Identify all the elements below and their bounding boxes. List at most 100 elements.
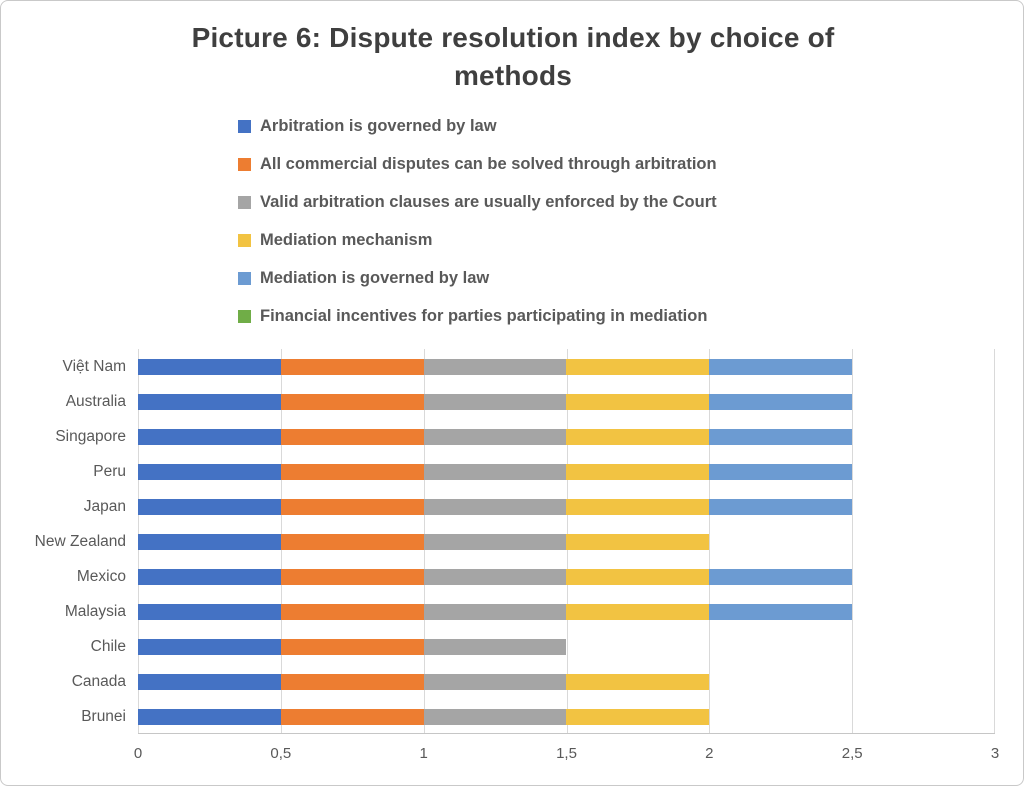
bar-segment [566,708,710,725]
bar-segment [566,358,710,375]
y-axis-label: Japan [83,498,126,515]
bar-segment [423,533,567,550]
bar-segment [423,498,567,515]
y-axis: Việt Nam Australia Singapore Peru Japan New Z… [1,349,126,734]
y-axis-label: Brunei [81,708,126,725]
bar-segment [138,428,281,445]
legend-swatch-icon [238,195,251,209]
bar-segment [709,603,853,620]
bar-segment [566,393,710,410]
y-axis-label: Malaysia [64,603,126,620]
legend-label: Financial incentives for parties partici… [260,306,708,325]
bar-row [138,463,995,480]
bar-segment [138,708,281,725]
bar-segment [138,463,281,480]
bar-segment [138,533,281,550]
legend-label: Valid arbitration clauses are usually en… [260,192,717,211]
bar-segment [566,603,710,620]
bar-segment [566,533,710,550]
gridline [709,349,711,733]
plot-area [138,349,995,734]
chart-title: Picture 6: Dispute resolution index by c… [191,22,835,91]
legend-item: All commercial disputes can be solved th… [238,152,717,176]
y-axis-label: New Zealand [34,533,126,550]
bar-row [138,638,995,655]
bar-segment [709,428,853,445]
bar-segment [709,568,853,585]
bar-segment [423,428,567,445]
legend-label: Arbitration is governed by law [260,116,497,135]
x-axis-label: 3 [990,745,1000,762]
bar-row [138,603,995,620]
x-axis-label: 0,5 [270,745,292,762]
legend-swatch-icon [238,157,251,171]
legend-swatch-icon [238,271,251,285]
bar-segment [423,568,567,585]
legend-item: Mediation mechanism [238,228,717,252]
x-axis-label: 2,5 [841,745,863,762]
bar-segment [280,358,424,375]
bar-segment [138,568,281,585]
y-axis-label: Australia [65,393,126,410]
y-axis-label: Singapore [55,428,126,445]
bar-segment [423,603,567,620]
bar-segment [709,498,853,515]
x-axis-label: 2 [705,745,714,762]
legend-swatch-icon [238,119,251,133]
bar-segment [280,498,424,515]
bar-segment [280,603,424,620]
bar-segment [566,428,710,445]
bar-segment [566,673,710,690]
x-axis: 0 0,5 1 1,5 2 2,5 3 [1,745,1023,769]
bar-row [138,498,995,515]
y-axis-label: Mexico [76,568,126,585]
bar-segment [566,463,710,480]
bar-row [138,393,995,410]
gridline [852,349,854,733]
bar-row [138,708,995,725]
bar-segment [138,393,281,410]
bar-row [138,568,995,585]
legend-item: Financial incentives for parties partici… [238,304,717,328]
bar-segment [423,393,567,410]
y-axis-label: Canada [71,673,126,690]
x-axis-label: 1 [419,745,428,762]
bar-segment [280,533,424,550]
bar-segment [138,638,281,655]
bar-segment [280,638,424,655]
bar-segment [138,603,281,620]
legend-item: Mediation is governed by law [238,266,717,290]
legend-label: All commercial disputes can be solved th… [260,154,717,173]
y-axis-label: Việt Nam [62,358,126,375]
bar-segment [138,673,281,690]
gridline [994,349,995,733]
bar-segment [423,673,567,690]
bar-segment [566,498,710,515]
chart-legend: Arbitration is governed by law All commer… [238,114,717,342]
bar-segment [280,463,424,480]
legend-swatch-icon [238,233,251,247]
bar-segment [280,673,424,690]
legend-label: Mediation mechanism [260,230,433,249]
bar-row [138,533,995,550]
bar-segment [138,358,281,375]
legend-label: Mediation is governed by law [260,268,490,287]
x-axis-label: 0 [133,745,143,762]
x-axis-label: 1,5 [556,745,577,762]
bar-segment [280,568,424,585]
bar-row [138,428,995,445]
bar-row [138,673,995,690]
bar-segment [566,568,710,585]
bar-segment [423,463,567,480]
bar-row [138,358,995,375]
bar-segment [709,393,853,410]
bar-segment [423,708,567,725]
y-axis-label: Chile [90,638,126,655]
y-axis-label: Peru [93,463,126,480]
legend-item: Valid arbitration clauses are usually en… [238,190,717,214]
legend-swatch-icon [238,309,251,323]
bar-segment [423,638,567,655]
bar-segment [709,358,853,375]
bar-segment [280,428,424,445]
